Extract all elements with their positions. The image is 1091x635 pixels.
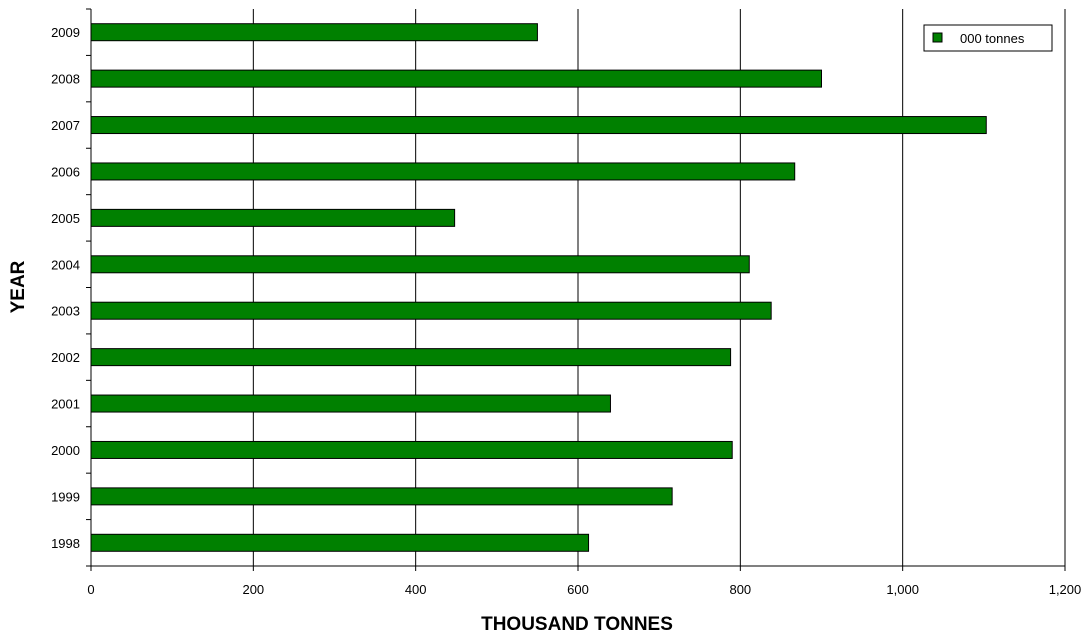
legend-label: 000 tonnes [960, 31, 1025, 46]
y-tick-label: 2001 [51, 397, 80, 412]
x-tick-label: 600 [567, 582, 589, 597]
x-tick-label: 1,200 [1049, 582, 1082, 597]
bar-2003 [90, 301, 772, 320]
bar-2005 [90, 208, 456, 227]
x-axis-title: THOUSAND TONNES [481, 614, 673, 635]
y-axis-title: YEAR [8, 260, 29, 313]
x-tick-label: 400 [405, 582, 427, 597]
gridlines [252, 9, 1066, 566]
y-tick-label: 2007 [51, 118, 80, 133]
y-tick-label: 2003 [51, 304, 80, 319]
bar-2007 [90, 116, 987, 135]
bar-2001 [90, 394, 611, 413]
y-tick-label: 1998 [51, 536, 80, 551]
x-tick-label: 1,000 [886, 582, 919, 597]
bar-2006 [90, 162, 796, 181]
x-tick-label: 0 [87, 582, 94, 597]
y-tick-labels: 1998 1999 2000 2001 2002 2003 2004 2005 2006 2007… [51, 25, 80, 551]
legend: 000 tonnes [923, 24, 1053, 52]
axes [86, 8, 1066, 571]
x-tick-label: 800 [729, 582, 751, 597]
bar-1998 [90, 533, 590, 552]
bar-2009 [90, 23, 538, 42]
y-tick-label: 1999 [51, 489, 80, 504]
x-tick-label: 200 [242, 582, 264, 597]
bar-1999 [90, 487, 673, 506]
bars [90, 23, 987, 552]
bar-2000 [90, 440, 733, 459]
y-tick-label: 2002 [51, 350, 80, 365]
bar-2004 [90, 255, 750, 274]
y-tick-label: 2008 [51, 72, 80, 87]
y-tick-label: 2006 [51, 164, 80, 179]
y-tick-label: 2000 [51, 443, 80, 458]
legend-swatch [932, 32, 943, 43]
bar-2002 [90, 348, 732, 367]
y-tick-label: 2004 [51, 257, 80, 272]
legend-box [923, 24, 1053, 52]
x-tick-labels: 0 200 400 600 800 1,000 1,200 [87, 582, 1081, 597]
y-tick-label: 2009 [51, 25, 80, 40]
bar-2008 [90, 69, 822, 88]
y-tick-label: 2005 [51, 211, 80, 226]
